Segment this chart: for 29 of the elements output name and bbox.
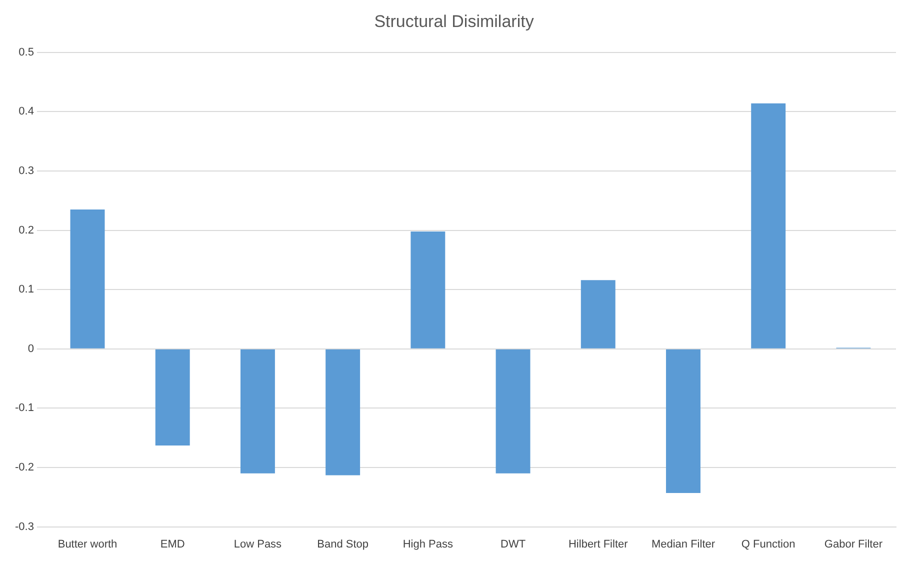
bar [240, 349, 275, 474]
x-tick-label: Median Filter [651, 538, 716, 550]
y-tick-label: -0.1 [14, 402, 34, 414]
bar [751, 103, 786, 348]
y-tick-label: 0 [28, 342, 34, 355]
bar [70, 210, 105, 348]
x-tick-label: High Pass [402, 538, 454, 550]
x-tick-label: Q Function [741, 538, 796, 550]
x-tick-label: Band Stop [317, 538, 369, 550]
y-tick-label: 0.5 [18, 46, 34, 58]
bar [580, 280, 616, 348]
x-tick-label: Low Pass [234, 538, 282, 550]
x-tick-label: EMD [160, 538, 185, 550]
bar [155, 349, 190, 446]
x-tick-label: Hilbert Filter [568, 538, 628, 550]
y-tick-label: 0.1 [18, 284, 34, 296]
x-tick-label: DWT [500, 538, 526, 550]
x-tick-label: Butter worth [58, 538, 118, 550]
y-tick-label: 0.3 [18, 165, 34, 178]
bar [410, 231, 446, 348]
y-tick-label: 0.2 [18, 224, 34, 236]
y-tick-label: -0.2 [14, 462, 34, 474]
bar [666, 349, 700, 493]
chart-title: Structural Disimilarity [374, 12, 534, 31]
y-tick-label: 0.4 [18, 106, 34, 118]
bar [496, 349, 530, 474]
bar [326, 349, 360, 476]
y-tick-label: -0.3 [14, 520, 34, 533]
x-tick-label: Gabor Filter [824, 538, 883, 550]
